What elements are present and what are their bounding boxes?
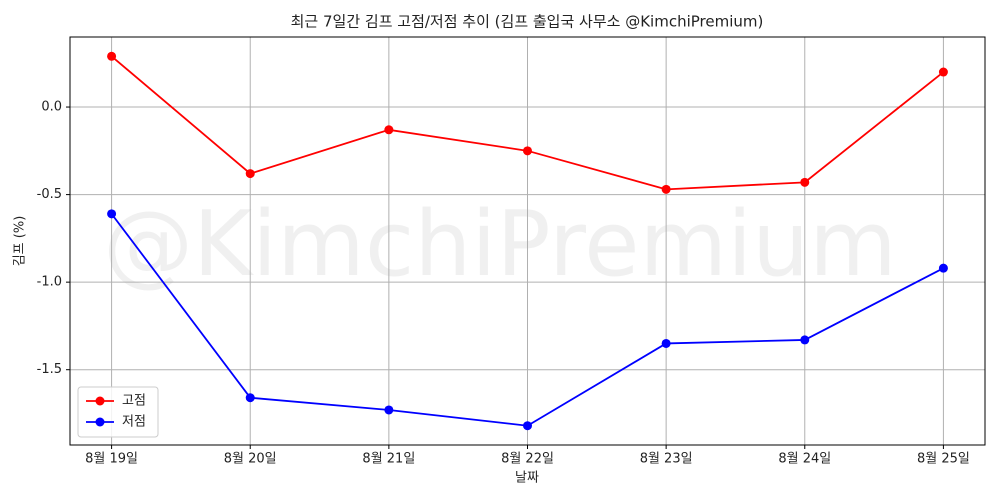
marker [245, 169, 255, 179]
marker [107, 51, 117, 61]
x-tick-label: 8월 24일 [778, 452, 831, 467]
y-tick-label: 0.0 [41, 100, 62, 115]
x-axis-label: 날짜 [515, 471, 539, 486]
marker [523, 146, 532, 156]
chart-title: 최근 7일간 김프 고점/저점 추이 (김프 출입국 사무소 @KimchiPr… [291, 13, 764, 31]
y-tick-label: -1.5 [37, 362, 62, 377]
x-tick-label: 8월 25일 [917, 452, 970, 467]
legend-label: 저점 [122, 415, 146, 430]
marker [107, 209, 117, 219]
marker [800, 335, 810, 345]
x-tick-label: 8월 22일 [501, 452, 554, 467]
legend-label: 고점 [122, 394, 146, 409]
legend-marker [95, 396, 105, 406]
marker [938, 67, 948, 77]
marker [245, 393, 255, 403]
y-tick-label: -1.0 [37, 275, 62, 290]
x-tick-label: 8월 21일 [362, 452, 415, 467]
y-axis-label: 김프 (%) [13, 216, 28, 267]
marker [800, 177, 810, 187]
x-tick-label: 8월 23일 [640, 452, 693, 467]
marker [384, 125, 394, 135]
watermark: @KimchiPremium [103, 192, 897, 297]
marker [938, 263, 948, 273]
legend-marker [95, 417, 105, 427]
legend-box [77, 386, 159, 438]
plot-frame [69, 36, 986, 446]
x-tick-label: 8월 19일 [85, 452, 138, 467]
marker [523, 421, 532, 431]
y-tick-label: -0.5 [37, 187, 62, 202]
marker [661, 184, 671, 194]
x-tick-label: 8월 20일 [224, 452, 277, 467]
marker [384, 405, 394, 415]
marker [661, 338, 671, 348]
